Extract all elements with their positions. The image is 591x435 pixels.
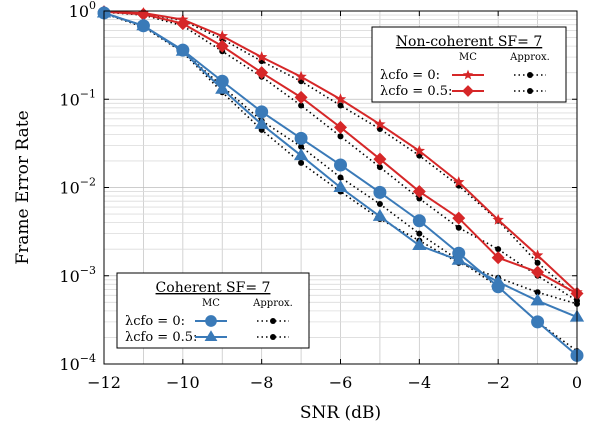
x-tick-label: −8: [250, 373, 274, 392]
noncoherent-legend: Non-coherent SF= 7 MC Approx. λcfo = 0:λcfo…: [371, 26, 567, 103]
star-marker: [453, 176, 465, 187]
x-tick-label: −10: [166, 373, 200, 392]
dot-marker: [298, 159, 305, 166]
dot-marker: [376, 201, 383, 208]
y-tick-label: 100: [69, 0, 96, 21]
triangle-marker: [293, 148, 309, 161]
legend-col-approx: Approx.: [252, 298, 293, 309]
diamond-marker: [294, 90, 308, 104]
triangle-marker: [412, 238, 427, 251]
diamond-marker: [412, 185, 426, 199]
y-tick-label: 10−3: [59, 264, 96, 286]
triangle-marker: [136, 18, 151, 31]
y-axis-title: Frame Error Rate: [13, 110, 33, 264]
dot-marker: [416, 195, 423, 202]
triangle-marker: [204, 330, 218, 342]
dot-marker: [527, 72, 533, 78]
y-tick-label: 10−1: [59, 87, 96, 109]
legend-col-mc: MC: [202, 298, 220, 309]
dot-marker: [534, 259, 541, 266]
x-tick-label: −12: [87, 373, 121, 392]
coherent-legend: Coherent SF= 7 MC Approx. λcfo = 0:λcfo = 0…: [116, 272, 310, 349]
dot-marker: [337, 174, 344, 181]
x-tick-label: −2: [486, 373, 510, 392]
dot-marker: [270, 334, 276, 340]
legend-col-approx: Approx.: [509, 52, 550, 63]
triangle-marker: [333, 180, 348, 192]
legend-row-label: λcfo = 0.5:: [380, 84, 452, 99]
diamond-marker: [491, 251, 505, 265]
dot-marker: [337, 133, 344, 140]
circle-marker: [373, 185, 387, 199]
dot-marker: [534, 289, 541, 296]
triangle-marker: [254, 116, 269, 129]
diamond-marker: [176, 17, 190, 31]
circle-marker: [412, 214, 426, 228]
legend-col-mc: MC: [459, 52, 477, 63]
dot-marker: [337, 102, 344, 109]
triangle-marker: [372, 208, 388, 221]
x-tick-label: −6: [329, 373, 353, 392]
y-tick-label: 10−2: [59, 176, 96, 198]
circle-marker: [255, 105, 269, 119]
coherent-mc-series: [96, 5, 585, 322]
dot-marker: [527, 88, 533, 94]
x-axis-title: SNR (dB): [300, 403, 381, 423]
dot-marker: [298, 102, 305, 109]
star-marker: [255, 51, 268, 62]
legend-layer: Non-coherent SF= 7MC Approx.λcfo = 0:λcfo…: [116, 26, 567, 349]
legend-title: Coherent SF= 7: [156, 280, 271, 296]
triangle-marker: [530, 293, 545, 306]
circle-marker: [531, 315, 545, 329]
circle-marker: [215, 74, 229, 88]
triangle-marker: [491, 274, 506, 287]
star-marker: [216, 30, 228, 41]
x-tick-label: 0: [572, 373, 582, 392]
star-marker: [334, 93, 347, 105]
x-tick-label: −4: [408, 373, 432, 392]
legend-row-label: λcfo = 0:: [125, 314, 185, 329]
legend-row-label: λcfo = 0:: [380, 68, 440, 83]
diamond-marker: [334, 120, 347, 134]
diamond-marker: [462, 85, 474, 97]
diamond-marker: [531, 265, 545, 279]
tick-layer: −12 −10 −8 −6 −4 −2 0 10−4 10−3 10−2 10−1 100: [59, 0, 582, 392]
circle-marker: [294, 131, 308, 145]
diamond-marker: [452, 211, 466, 225]
triangle-marker: [215, 81, 230, 94]
star-marker: [492, 213, 504, 225]
circle-marker: [334, 158, 347, 172]
star-marker: [374, 118, 386, 130]
dot-marker: [376, 164, 383, 171]
legend-title: Non-coherent SF= 7: [396, 34, 542, 50]
star-marker: [531, 249, 544, 261]
diamond-marker: [373, 152, 387, 166]
legend-row-label: λcfo = 0.5:: [125, 330, 197, 345]
dot-marker: [416, 230, 423, 237]
y-tick-label: 10−4: [59, 352, 96, 374]
dot-marker: [270, 318, 276, 324]
dot-marker: [495, 246, 502, 253]
triangle-marker: [175, 43, 190, 56]
dot-marker: [455, 224, 462, 231]
dot-marker: [298, 143, 305, 150]
diamond-marker: [215, 39, 229, 53]
star-marker: [413, 144, 426, 156]
star-marker: [462, 69, 474, 80]
circle-marker: [205, 315, 217, 327]
triangle-marker: [451, 252, 466, 265]
star-marker: [295, 70, 307, 82]
diamond-marker: [255, 66, 269, 80]
